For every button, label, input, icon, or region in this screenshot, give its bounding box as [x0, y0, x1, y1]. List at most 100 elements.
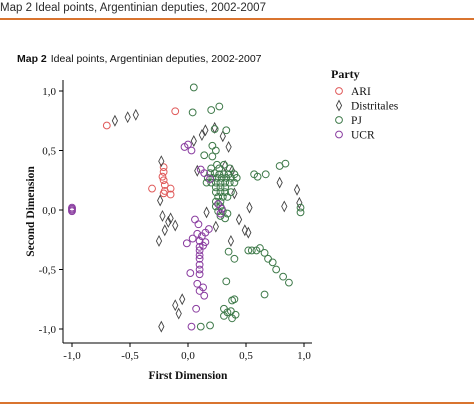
point-pj: [296, 203, 305, 212]
point-ucr: [217, 204, 226, 213]
point-distritales: [165, 215, 172, 228]
point-pj: [272, 265, 281, 274]
point-pj: [216, 197, 225, 206]
point-ucr: [200, 169, 209, 178]
point-ucr: [184, 140, 192, 149]
point-distritales: [231, 187, 238, 200]
point-ucr: [195, 246, 204, 255]
point-distritales: [194, 164, 201, 177]
point-distritales: [190, 135, 197, 147]
point-ucr: [204, 225, 213, 233]
point-distritales: [172, 219, 179, 232]
point-distritales: [158, 320, 165, 333]
point-pj: [224, 247, 233, 256]
legend-label-pj: PJ: [351, 115, 362, 127]
point-pj: [208, 141, 217, 150]
point-pj: [225, 178, 234, 187]
point-pj: [247, 246, 256, 255]
point-pj: [256, 244, 264, 252]
point-pj: [281, 159, 290, 168]
figure-caption: Map 2 Ideal points, Argentinian deputies,…: [17, 53, 262, 65]
point-distritales: [219, 130, 226, 143]
point-pj: [218, 193, 227, 201]
point-pj: [196, 322, 205, 331]
point-pj: [221, 178, 230, 187]
point-distritales: [132, 108, 139, 121]
legend-marker-ari: [335, 87, 343, 95]
x-tick-label: 0,0: [181, 350, 195, 362]
point-pj: [264, 254, 272, 263]
point-pj: [228, 296, 236, 305]
point-pj: [208, 152, 217, 161]
point-ucr: [188, 234, 197, 243]
point-ucr: [191, 215, 199, 224]
point-pj: [231, 310, 240, 319]
point-distritales: [245, 226, 252, 239]
point-ucr: [187, 146, 196, 155]
point-distritales: [198, 129, 206, 142]
point-pj: [253, 172, 262, 181]
x-tick-label: -0,5: [121, 350, 139, 362]
point-pj: [230, 254, 239, 263]
point-ucr: [193, 279, 202, 288]
point-distritales: [158, 155, 165, 168]
y-tick-label: -1,0: [39, 324, 57, 336]
point-ucr: [192, 304, 201, 313]
point-distritales: [227, 234, 235, 247]
point-distritales: [246, 201, 253, 214]
point-pj: [215, 164, 224, 173]
point-ucr: [195, 260, 204, 269]
point-distritales: [276, 176, 283, 189]
point-ari: [160, 181, 169, 189]
point-ari: [159, 168, 168, 176]
point-distritales: [155, 234, 163, 247]
point-pj: [244, 246, 253, 255]
point-ucr: [195, 242, 204, 251]
point-ari: [159, 176, 168, 185]
figure-label: Map 2: [17, 53, 47, 65]
point-pj: [211, 183, 220, 192]
point-ari: [148, 184, 156, 193]
page-caption: Map 2 Ideal points, Argentinian deputies…: [0, 2, 266, 14]
point-distritales: [161, 224, 168, 237]
point-ari: [159, 163, 168, 172]
point-ucr: [200, 291, 209, 300]
point-pj: [207, 106, 216, 114]
point-pj: [207, 178, 216, 187]
legend-label-ucr: UCR: [351, 130, 375, 142]
point-pj: [260, 290, 269, 299]
point-pj: [206, 169, 214, 178]
legend-marker-distritales: [335, 99, 343, 112]
point-distritales: [296, 196, 303, 209]
point-ucr: [195, 270, 204, 279]
y-axis-title: Second Dimension: [25, 166, 37, 257]
point-ucr: [195, 251, 204, 260]
point-pj: [200, 151, 209, 160]
point-ucr: [182, 239, 191, 248]
point-ucr: [206, 175, 214, 183]
point-ari: [171, 107, 180, 116]
point-distritales: [212, 220, 219, 233]
point-pj: [210, 169, 219, 178]
point-pj: [222, 126, 231, 135]
point-pj: [216, 188, 225, 197]
point-pj: [215, 102, 224, 111]
point-ari: [158, 172, 167, 181]
legend-title: Party: [331, 67, 360, 81]
point-pj: [216, 178, 225, 187]
point-distritales: [202, 124, 209, 137]
point-pj: [221, 188, 230, 197]
point-ucr: [186, 269, 195, 277]
point-distritales: [124, 111, 131, 124]
x-tick-label: 0,5: [239, 350, 253, 362]
point-ucr: [187, 322, 196, 331]
point-ucr: [194, 220, 203, 229]
point-pj: [221, 183, 230, 192]
point-pj: [230, 178, 239, 187]
point-pj: [216, 212, 225, 220]
point-pj: [268, 258, 277, 267]
point-ucr: [68, 203, 76, 212]
point-pj: [232, 173, 241, 182]
legend-label-distritales: Distritales: [351, 101, 399, 113]
